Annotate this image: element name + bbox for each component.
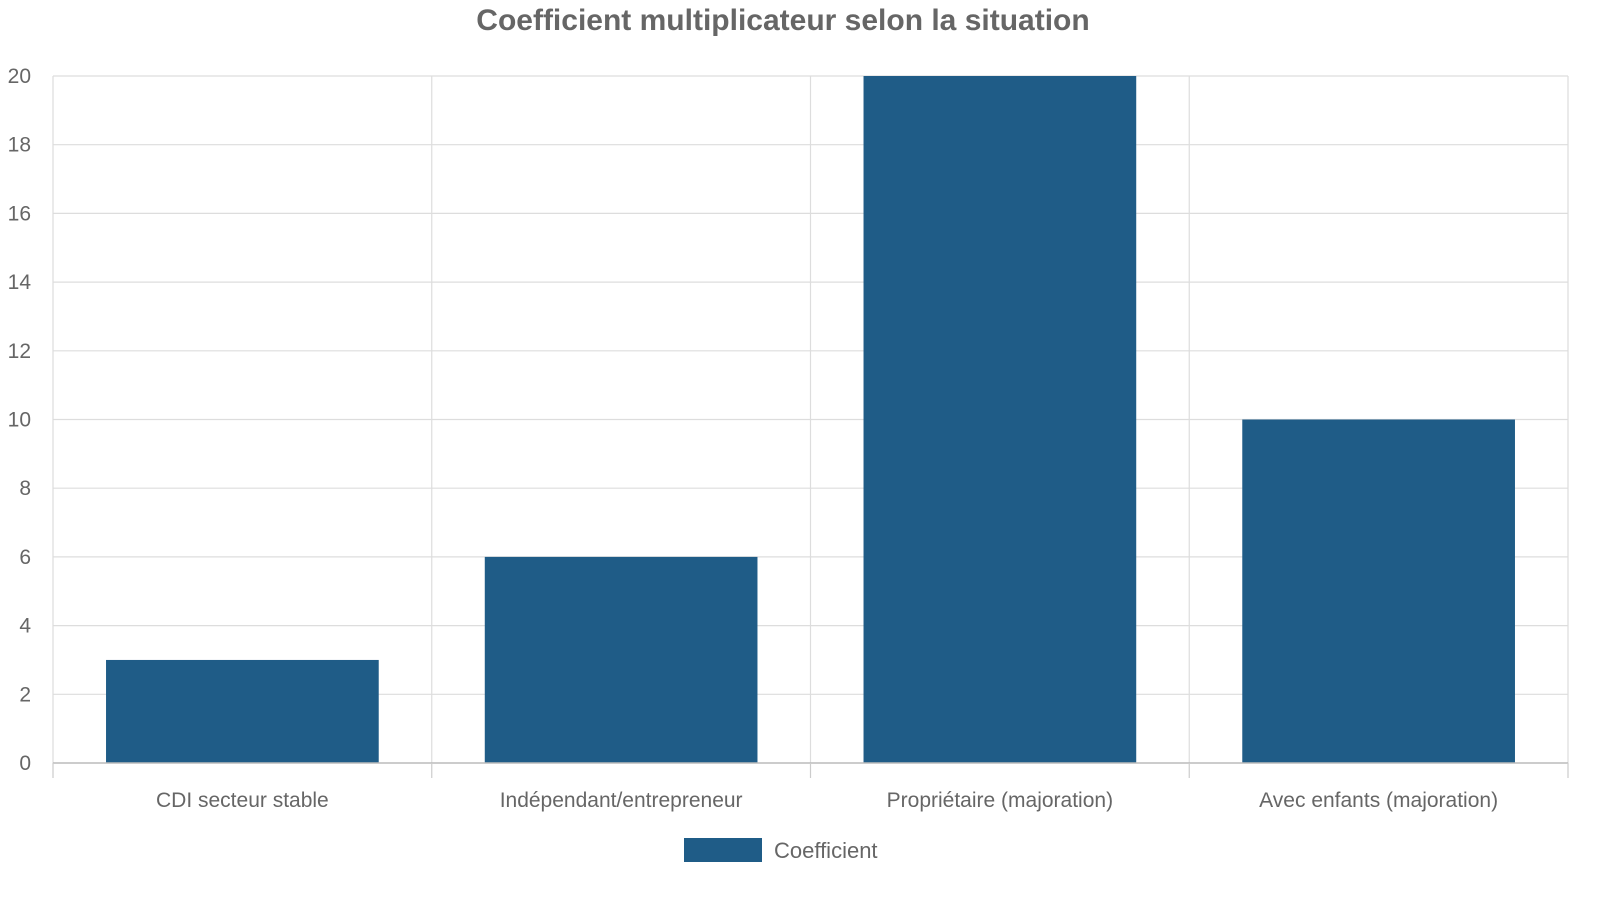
- bar: [863, 76, 1137, 763]
- chart-title: Coefficient multiplicateur selon la situ…: [476, 4, 1089, 37]
- legend-label: Coefficient: [774, 838, 878, 863]
- legend: Coefficient: [684, 838, 878, 863]
- x-axis-tick-labels: CDI secteur stable Indépendant/entreprene…: [156, 789, 1498, 812]
- y-tick-label: 6: [19, 546, 31, 569]
- y-axis-tick-labels: 0 2 4 6 8 10 12 14 16 18 20: [8, 65, 32, 775]
- axes: [52, 762, 1569, 778]
- bar: [106, 659, 379, 763]
- y-tick-label: 20: [8, 65, 31, 88]
- bar: [1242, 419, 1515, 763]
- y-tick-label: 12: [8, 340, 31, 363]
- y-tick-label: 8: [19, 477, 31, 500]
- x-tick-label: Propriétaire (majoration): [887, 789, 1113, 812]
- y-tick-label: 14: [8, 271, 32, 294]
- x-tick-label: Indépendant/entrepreneur: [500, 789, 743, 812]
- bar: [484, 556, 758, 763]
- y-tick-label: 10: [8, 409, 31, 432]
- y-tick-label: 2: [19, 683, 31, 706]
- legend-swatch: [684, 838, 762, 862]
- y-tick-label: 0: [19, 752, 31, 775]
- y-tick-label: 18: [8, 134, 31, 157]
- x-tick-label: Avec enfants (majoration): [1259, 789, 1498, 812]
- y-tick-label: 4: [19, 615, 31, 638]
- y-tick-label: 16: [8, 202, 31, 225]
- gridlines: [52, 75, 1569, 763]
- bars: [106, 76, 1515, 763]
- x-tick-label: CDI secteur stable: [156, 789, 329, 812]
